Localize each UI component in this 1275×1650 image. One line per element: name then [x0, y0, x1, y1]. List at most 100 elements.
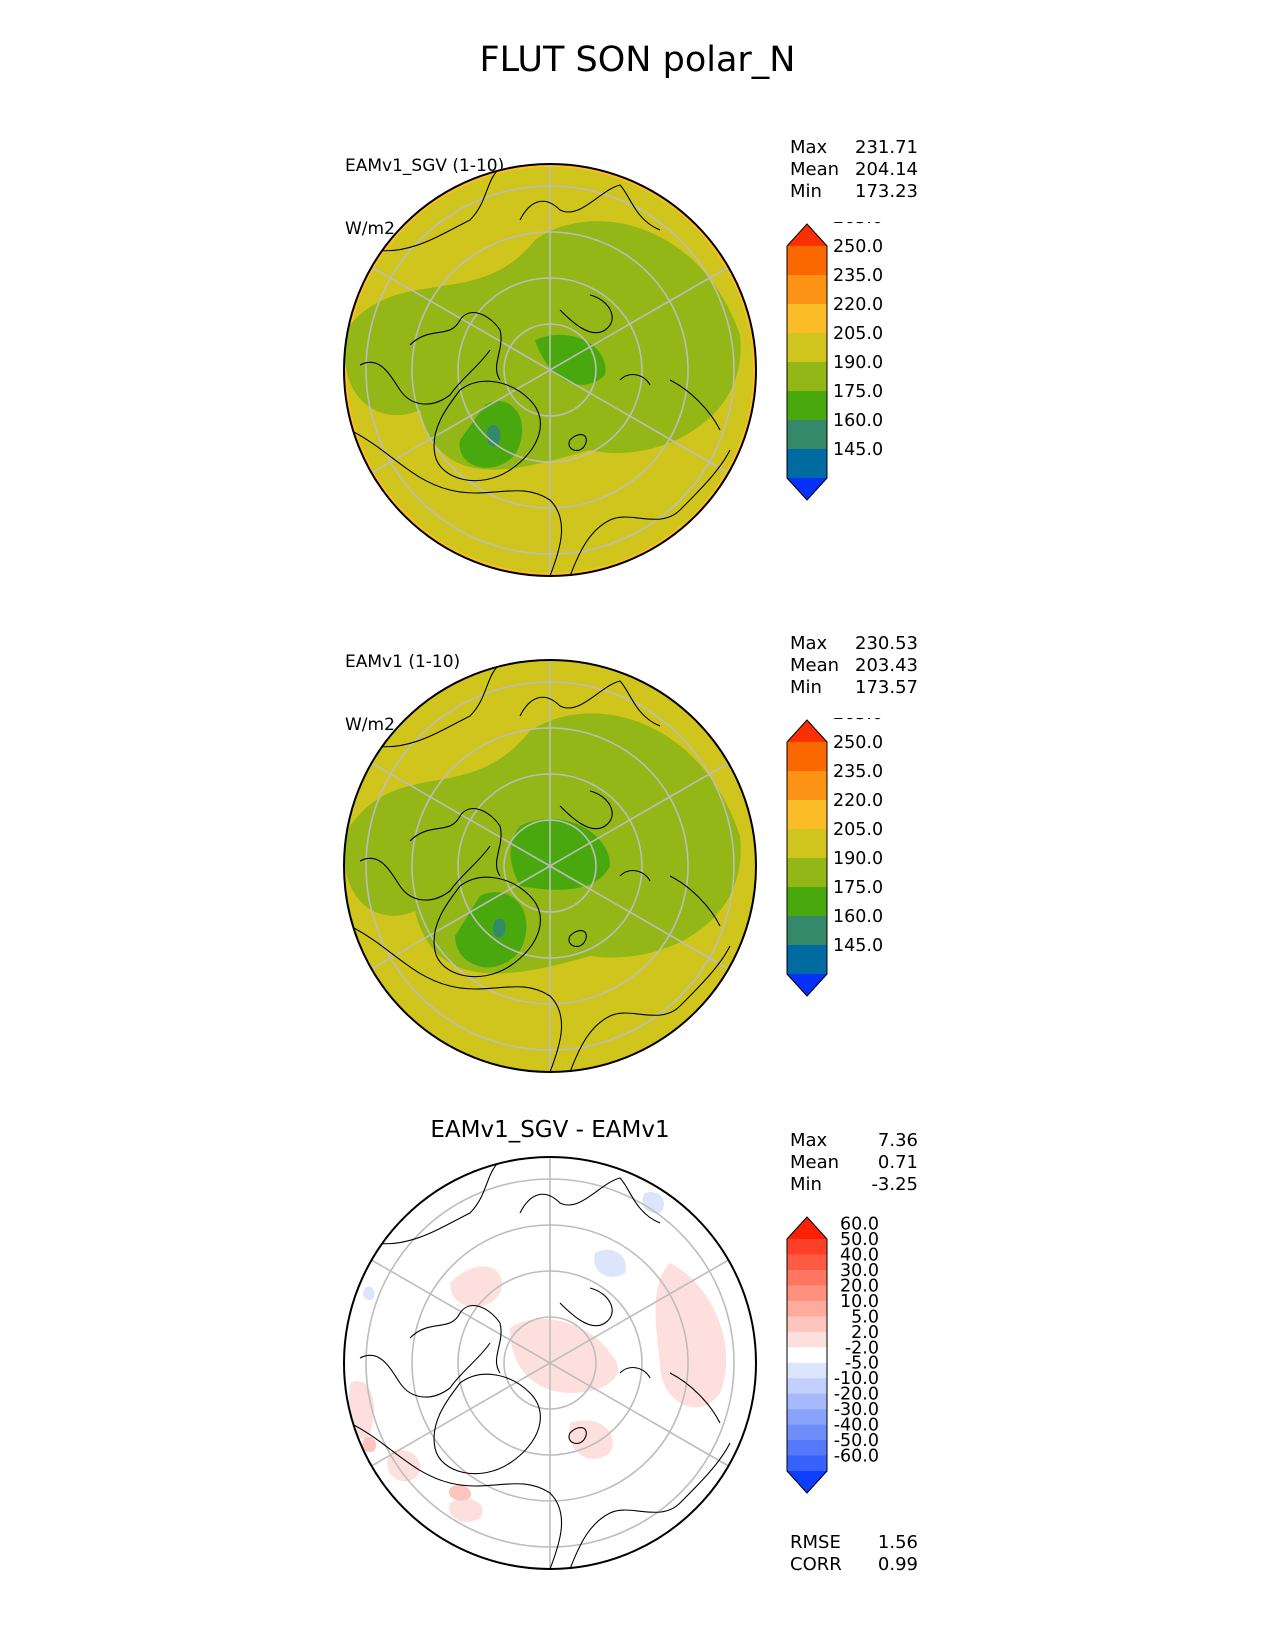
stat-max-value: 230.53 [855, 633, 918, 654]
colorbar-segment [787, 742, 827, 772]
coastlines [349, 1157, 731, 1569]
map-boundary [343, 659, 757, 1073]
colorbar-tick-label: 175.0 [833, 878, 883, 898]
colorbar-segment [787, 858, 827, 888]
colorbar-tick-label: 220.0 [833, 295, 883, 315]
colorbar-extend-max [787, 1217, 827, 1239]
polar-map-reference [343, 659, 757, 1073]
colorbar-segment [787, 1239, 827, 1255]
colorbar-tick-label: 145.0 [833, 440, 883, 460]
colorbar-tick-label: 235.0 [833, 762, 883, 782]
colorbar-tick-label: 205.0 [833, 324, 883, 344]
colorbar-tick-label: 10.0 [840, 1292, 879, 1312]
colorbar-tick-label: 265.0 [833, 222, 883, 228]
colorbar-segment [787, 916, 827, 946]
colorbar-tick-label: -50.0 [834, 1431, 879, 1451]
panel-reference-label: EAMv1 (1-10) W/m2 [345, 610, 460, 757]
panel-difference-title: EAMv1_SGV - EAMv1 [430, 1117, 670, 1143]
colorbar-segment [787, 1285, 827, 1302]
colorbar-segment [787, 1455, 827, 1472]
colorbar-segment [787, 1424, 827, 1441]
colorbar-tick-label: 205.0 [833, 820, 883, 840]
stat-max-value: 7.36 [877, 1130, 918, 1151]
field-positive-anomalies [349, 1263, 727, 1565]
metric-corr-value: 0.99 [877, 1554, 918, 1575]
colorbar-segment [787, 362, 827, 392]
metric-rmse-value: 1.56 [877, 1532, 918, 1553]
stat-max-label: Max [790, 1130, 828, 1151]
map-boundary [343, 163, 757, 577]
metric-rmse-label: RMSE [790, 1532, 841, 1553]
colorbar-tick-label: -2.0 [845, 1338, 879, 1358]
colorbar-extend-max [787, 720, 827, 742]
map-boundary [343, 1156, 757, 1570]
graticule [365, 1157, 735, 1569]
colorbar-segment [787, 1254, 827, 1271]
colorbar-segment [787, 1331, 827, 1348]
colorbar-segment [787, 246, 827, 276]
colorbar-outline [786, 1216, 828, 1494]
colorbar-segment [787, 449, 827, 479]
colorbar-segment [787, 304, 827, 334]
colorbar-segment [787, 829, 827, 859]
stat-min-label: Min [790, 677, 822, 698]
colorbar-outline [786, 719, 828, 997]
colorbar-tick-label: 20.0 [840, 1276, 879, 1296]
colorbar-segment [787, 333, 827, 363]
colorbar-segment [787, 275, 827, 305]
stat-mean-label: Mean [790, 655, 840, 676]
stat-mean-value: 0.71 [877, 1152, 918, 1173]
colorbar-tick-label: 190.0 [833, 353, 883, 373]
panel-difference-metrics: RMSE 1.56 CORR 0.99 [790, 1532, 918, 1576]
stat-max-label: Max [790, 137, 828, 158]
graticule [365, 660, 735, 1072]
colorbar-tick-label: 160.0 [833, 907, 883, 927]
colorbar-tick-label: 250.0 [833, 733, 883, 753]
colorbar-segment [787, 1378, 827, 1395]
colorbar-segment [787, 1409, 827, 1426]
colorbar-tick-label: -60.0 [834, 1447, 879, 1467]
colorbar-segment [787, 800, 827, 830]
colorbar-tick-label: 190.0 [833, 849, 883, 869]
colorbar-segment [787, 887, 827, 917]
colorbar-tick-label: 40.0 [840, 1245, 879, 1265]
colorbar-extend-min [787, 974, 827, 996]
metric-corr-label: CORR [790, 1554, 842, 1575]
panel-test-label: EAMv1_SGV (1-10) W/m2 [345, 114, 504, 261]
colorbar-outline [786, 223, 828, 501]
stat-mean-label: Mean [790, 1152, 840, 1173]
colorbar-segment [787, 945, 827, 975]
stat-mean-value: 203.43 [855, 655, 918, 676]
stat-min-label: Min [790, 1174, 822, 1195]
field-greenland-core [492, 918, 506, 938]
colorbar-segment [787, 1362, 827, 1379]
colorbar-segment [787, 1393, 827, 1410]
colorbar-segment [787, 1316, 827, 1333]
colorbar-tick-label: 50.0 [840, 1230, 879, 1250]
colorbar-extend-min [787, 478, 827, 500]
polar-map-difference [343, 1156, 757, 1570]
figure-title: FLUT SON polar_N [479, 40, 796, 80]
field-positive-peaks [362, 1436, 471, 1501]
colorbar-tick-label: -30.0 [834, 1400, 879, 1420]
colorbar-extend-max [787, 224, 827, 246]
stat-mean-value: 204.14 [855, 159, 918, 180]
stat-min-value: 173.57 [855, 677, 918, 698]
colorbar-segment [787, 1347, 827, 1364]
colorbar-tick-label: -40.0 [834, 1416, 879, 1436]
coastlines [349, 164, 731, 576]
colorbar-tick-label: 220.0 [833, 791, 883, 811]
colorbar-tick-label: -5.0 [845, 1354, 879, 1374]
colorbar-extend-min [787, 1471, 827, 1493]
panel-test-stats: Max 231.71 Mean 204.14 Min 173.23 [790, 137, 918, 203]
colorbar-tick-label: 60.0 [840, 1215, 879, 1235]
colorbar-difference: -60.0-50.0-40.0-30.0-20.0-10.0-5.0-2.02.… [786, 1215, 879, 1494]
field-greenland-core [486, 425, 501, 447]
panel-reference-units: W/m2 [345, 715, 395, 735]
panel-test-name: EAMv1_SGV (1-10) [345, 156, 505, 176]
coastlines [349, 660, 731, 1072]
colorbar-tick-label: 160.0 [833, 411, 883, 431]
colorbar-test: 145.0 160.0 175.0 190.0 205.0 220.0 235.0 250.0… [786, 222, 883, 501]
graticule [365, 164, 735, 576]
colorbar-tick-label: 30.0 [840, 1261, 879, 1281]
